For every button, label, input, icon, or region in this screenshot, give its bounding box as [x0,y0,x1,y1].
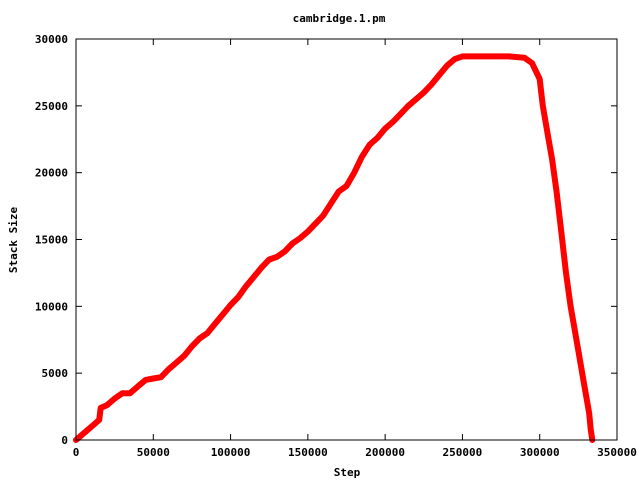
x-axis-ticks: 0 50000 100000 150000 200000 250000 300000 3500… [73,39,637,459]
y-axis-label: Stack Size [7,207,20,274]
x-axis-label: Step [334,466,361,479]
x-tick-label: 50000 [137,446,170,459]
y-tick-label: 20000 [35,167,68,180]
x-tick-label: 350000 [597,446,637,459]
chart-title: cambridge.1.pm [293,12,386,25]
x-tick-label: 150000 [288,446,328,459]
y-tick-label: 10000 [35,300,68,313]
x-tick-label: 0 [73,446,80,459]
x-tick-label: 100000 [211,446,251,459]
y-tick-label: 15000 [35,234,68,247]
plot-frame [75,38,618,441]
y-tick-label: 5000 [42,367,69,380]
y-axis-ticks: 0 5000 10000 15000 20000 25000 30000 [35,33,617,447]
series-line [73,53,596,443]
series-layer [73,53,596,443]
x-tick-label: 200000 [365,446,405,459]
y-tick-label: 25000 [35,100,68,113]
y-tick-label: 30000 [35,33,68,46]
x-tick-label: 250000 [443,446,483,459]
y-tick-label: 0 [61,434,68,447]
x-tick-label: 300000 [520,446,560,459]
